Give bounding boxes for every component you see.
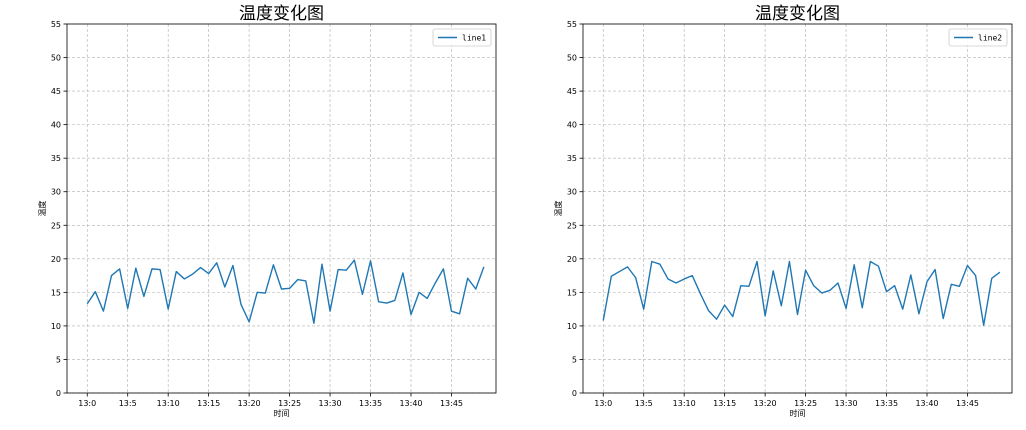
x-tick-label: 13:40 bbox=[915, 399, 938, 408]
legend-label-line2: line2 bbox=[978, 34, 1002, 43]
x-tick-label: 13:10 bbox=[157, 399, 180, 408]
y-tick-label: 45 bbox=[51, 87, 61, 96]
y-tick-label: 5 bbox=[572, 355, 577, 364]
x-tick-label: 13:15 bbox=[197, 399, 220, 408]
y-axis-label: 温度 bbox=[553, 201, 563, 217]
x-tick-label: 13:45 bbox=[440, 399, 463, 408]
x-tick-label: 13:0 bbox=[78, 399, 96, 408]
x-tick-label: 13:5 bbox=[635, 399, 653, 408]
x-tick-label: 13:25 bbox=[794, 399, 817, 408]
x-tick-label: 13:5 bbox=[119, 399, 137, 408]
y-tick-label: 15 bbox=[567, 288, 577, 297]
x-tick-label: 13:35 bbox=[359, 399, 382, 408]
y-tick-label: 25 bbox=[51, 221, 61, 230]
series-line-line2 bbox=[602, 260, 1001, 326]
y-tick-label: 15 bbox=[51, 288, 61, 297]
x-axis-label: 时间 bbox=[790, 408, 806, 418]
y-axis-label: 温度 bbox=[37, 201, 47, 217]
x-axis-label: 时间 bbox=[274, 408, 290, 418]
y-tick-label: 50 bbox=[567, 54, 577, 63]
x-tick-label: 13:35 bbox=[875, 399, 898, 408]
x-tick-label: 13:20 bbox=[238, 399, 261, 408]
y-tick-label: 55 bbox=[51, 20, 61, 29]
chart-title: 温度变化图 bbox=[239, 4, 324, 24]
series-line-line1 bbox=[86, 259, 485, 324]
plot-frame bbox=[66, 23, 497, 394]
y-tick-label: 40 bbox=[51, 121, 61, 130]
y-tick-label: 30 bbox=[567, 188, 577, 197]
x-tick-label: 13:25 bbox=[278, 399, 301, 408]
legend-label-line1: line1 bbox=[462, 34, 486, 43]
y-tick-label: 10 bbox=[567, 322, 577, 331]
chart-title: 温度变化图 bbox=[755, 4, 840, 24]
x-tick-label: 13:40 bbox=[399, 399, 422, 408]
y-tick-label: 10 bbox=[51, 322, 61, 331]
legend: line1 bbox=[432, 28, 492, 47]
y-tick-label: 20 bbox=[567, 255, 577, 264]
y-tick-label: 50 bbox=[51, 54, 61, 63]
y-tick-label: 55 bbox=[567, 20, 577, 29]
y-tick-label: 35 bbox=[51, 154, 61, 163]
y-tick-label: 5 bbox=[56, 355, 61, 364]
y-tick-label: 40 bbox=[567, 121, 577, 130]
x-tick-label: 13:30 bbox=[835, 399, 858, 408]
chart-panel-1: 0 5 10 15 20 25 30 35 40 45 50 55 13:0 13:5 13:10 13:15… bbox=[37, 4, 497, 418]
x-tick-label: 13:45 bbox=[956, 399, 979, 408]
chart-panel-2: 0 5 10 15 20 25 30 35 40 45 50 55 13:0 13:5 13:10 13:15… bbox=[553, 4, 1013, 418]
y-tick-label: 25 bbox=[567, 221, 577, 230]
y-tick-label: 20 bbox=[51, 255, 61, 264]
legend-box bbox=[432, 28, 492, 47]
legend: line2 bbox=[948, 28, 1008, 47]
x-tick-label: 13:15 bbox=[713, 399, 736, 408]
y-tick-label: 35 bbox=[567, 154, 577, 163]
y-tick-label: 45 bbox=[567, 87, 577, 96]
y-tick-label: 0 bbox=[56, 389, 61, 398]
x-tick-label: 13:0 bbox=[594, 399, 612, 408]
x-tick-label: 13:20 bbox=[754, 399, 777, 408]
x-tick-label: 13:10 bbox=[673, 399, 696, 408]
y-tick-label: 0 bbox=[572, 389, 577, 398]
x-tick-label: 13:30 bbox=[319, 399, 342, 408]
legend-box bbox=[948, 28, 1008, 47]
y-tick-label: 30 bbox=[51, 188, 61, 197]
plot-frame bbox=[582, 23, 1013, 394]
